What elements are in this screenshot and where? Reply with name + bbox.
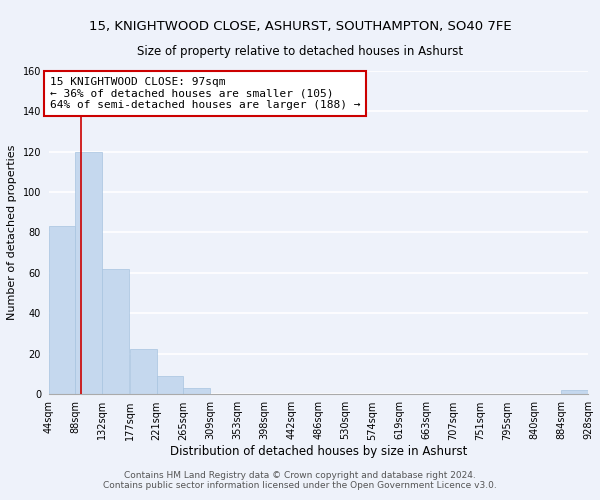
Text: Contains HM Land Registry data © Crown copyright and database right 2024.
Contai: Contains HM Land Registry data © Crown c… (103, 470, 497, 490)
Bar (130, 350, 157, 394)
Text: 15, KNIGHTWOOD CLOSE, ASHURST, SOUTHAMPTON, SO40 7FE: 15, KNIGHTWOOD CLOSE, ASHURST, SOUTHAMPT… (89, 20, 511, 33)
Bar (561, 390, 588, 394)
Text: 15 KNIGHTWOOD CLOSE: 97sqm
← 36% of detached houses are smaller (105)
64% of sem: 15 KNIGHTWOOD CLOSE: 97sqm ← 36% of deta… (50, 77, 361, 110)
Bar (76, 152, 103, 394)
X-axis label: Distribution of detached houses by size in Ashurst: Distribution of detached houses by size … (170, 445, 467, 458)
Text: Size of property relative to detached houses in Ashurst: Size of property relative to detached ho… (137, 45, 463, 58)
Bar (103, 268, 129, 394)
Y-axis label: Number of detached properties: Number of detached properties (7, 144, 17, 320)
Bar (157, 376, 184, 394)
Bar (184, 388, 211, 394)
Bar (49, 226, 76, 394)
